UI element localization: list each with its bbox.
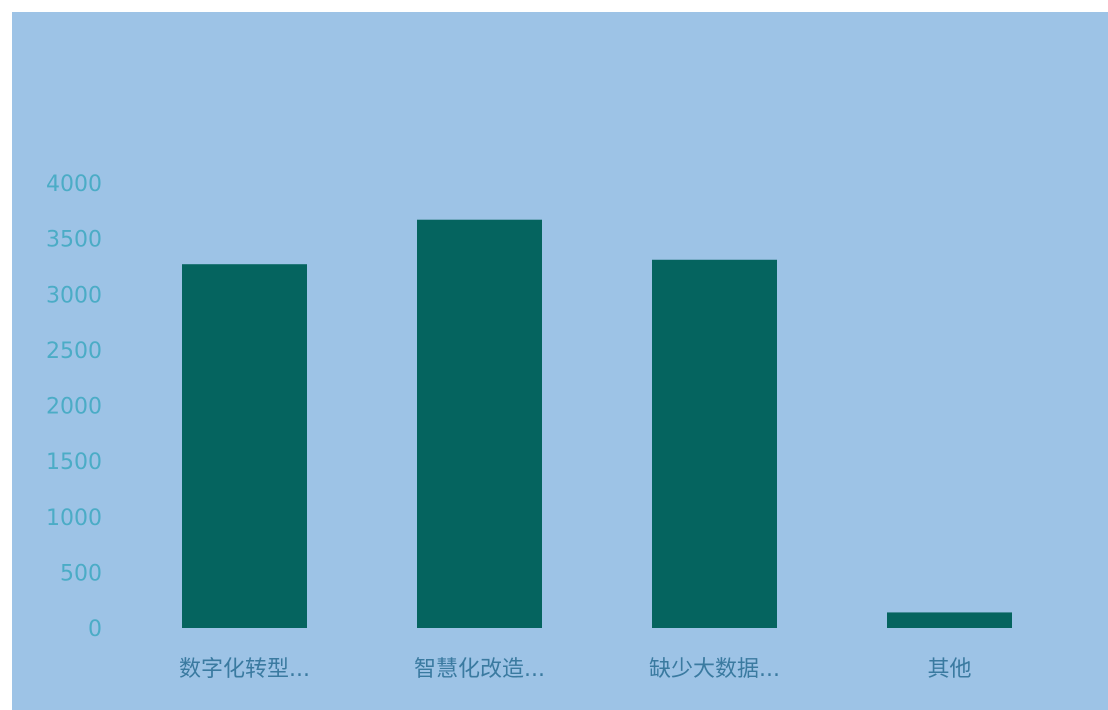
bar: [182, 264, 307, 628]
y-tick-label: 1000: [46, 506, 102, 531]
x-category-label: 其他: [927, 657, 971, 682]
y-axis: 0 500 1000 1500 2000 2500 3000 3500 4000: [46, 172, 102, 642]
y-tick-label: 3500: [46, 228, 102, 253]
y-tick-label: 4000: [46, 172, 102, 197]
bar: [417, 219, 542, 628]
y-tick-label: 2500: [46, 339, 102, 364]
y-tick-label: 0: [88, 617, 102, 642]
y-tick-label: 3000: [46, 283, 102, 308]
y-tick-label: 500: [60, 561, 102, 586]
chart-background: [12, 12, 1108, 710]
y-tick-label: 2000: [46, 395, 102, 420]
x-category-label: 智慧化改造...: [414, 657, 545, 682]
bar: [652, 259, 777, 628]
bar: [887, 612, 1012, 628]
y-tick-label: 1500: [46, 450, 102, 475]
bar-series: [182, 219, 1012, 628]
chart-panel: 0 500 1000 1500 2000 2500 3000 3500 4000 数字化转型..…: [12, 12, 1108, 710]
x-category-label: 数字化转型...: [179, 657, 310, 682]
bar-chart: 0 500 1000 1500 2000 2500 3000 3500 4000 数字化转型..…: [12, 12, 1108, 710]
x-category-label: 缺少大数据...: [649, 657, 780, 682]
x-axis: 数字化转型... 智慧化改造... 缺少大数据... 其他: [179, 657, 972, 682]
